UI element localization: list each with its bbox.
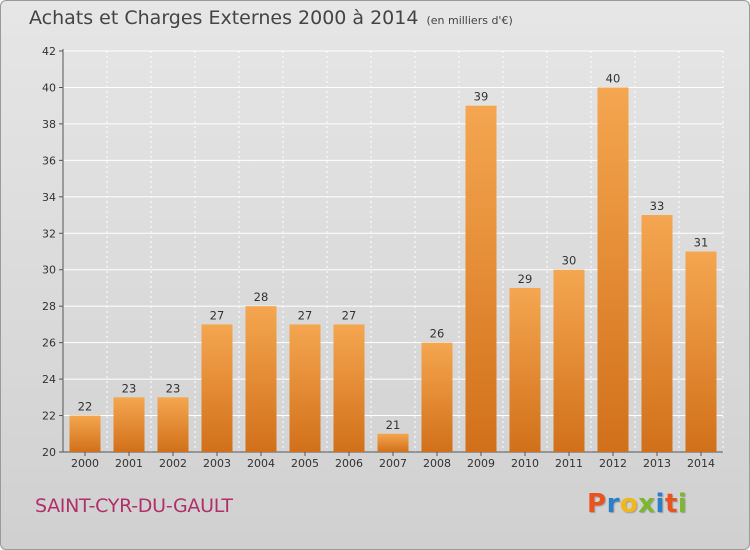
bar-2003 xyxy=(201,324,233,452)
bar-2013 xyxy=(641,215,673,452)
data-label-2006: 27 xyxy=(342,308,357,322)
x-tick-label: 2008 xyxy=(423,457,451,470)
bar-2009 xyxy=(465,105,497,452)
y-tick-label: 36 xyxy=(42,154,56,167)
bar-2007 xyxy=(377,433,409,452)
y-tick-label: 20 xyxy=(42,446,56,459)
y-tick-label: 26 xyxy=(42,337,56,350)
data-label-2013: 33 xyxy=(650,199,665,213)
bar-2004 xyxy=(245,306,277,452)
data-labels: 22 23 23 27 28 27 27 21 26 39 29 30 40 33 31 xyxy=(78,71,709,431)
y-tick-label: 40 xyxy=(42,81,56,94)
bar-2010 xyxy=(509,287,541,452)
x-tick-label: 2007 xyxy=(379,457,407,470)
data-label-2003: 27 xyxy=(210,308,225,322)
commune-name: SAINT-CYR-DU-GAULT xyxy=(35,495,233,517)
data-label-2007: 21 xyxy=(386,418,401,432)
y-tick-label: 28 xyxy=(42,300,56,313)
bar-2011 xyxy=(553,269,585,452)
chart-title: Achats et Charges Externes 2000 à 2014 (e… xyxy=(29,7,513,29)
x-tick-label: 2005 xyxy=(291,457,319,470)
data-label-2011: 30 xyxy=(562,254,577,268)
bar-2001 xyxy=(113,397,145,452)
bars xyxy=(69,87,717,453)
data-label-2001: 23 xyxy=(122,381,137,395)
x-tick-label: 2004 xyxy=(247,457,275,470)
y-tick-label: 42 xyxy=(42,45,56,58)
x-tick-label: 2009 xyxy=(467,457,495,470)
y-tick-label: 32 xyxy=(42,227,56,240)
logo-letter: x xyxy=(638,489,656,519)
y-tick-label: 34 xyxy=(42,191,56,204)
chart-subtitle: (en milliers d'€) xyxy=(426,14,513,27)
x-tick-label: 2003 xyxy=(203,457,231,470)
bar-2005 xyxy=(289,324,321,452)
chart-title-text: Achats et Charges Externes 2000 à 2014 xyxy=(29,7,419,29)
x-tick-label: 2010 xyxy=(511,457,539,470)
data-label-2012: 40 xyxy=(606,71,621,85)
data-label-2005: 27 xyxy=(298,308,313,322)
x-tick-label: 2014 xyxy=(687,457,715,470)
x-tick-label: 2002 xyxy=(159,457,187,470)
logo-letter: P xyxy=(587,489,607,519)
x-tick-label: 2013 xyxy=(643,457,671,470)
data-label-2010: 29 xyxy=(518,272,533,286)
x-tick-label: 2006 xyxy=(335,457,363,470)
y-tick-label: 22 xyxy=(42,410,56,423)
logo-letter: t xyxy=(664,489,678,519)
data-label-2000: 22 xyxy=(78,400,93,414)
data-label-2009: 39 xyxy=(474,90,489,104)
x-tick-label: 2001 xyxy=(115,457,143,470)
logo-letter: i xyxy=(655,489,665,519)
x-tick-label: 2012 xyxy=(599,457,627,470)
x-tick-label: 2011 xyxy=(555,457,583,470)
bar-2006 xyxy=(333,324,365,452)
y-tick-label: 38 xyxy=(42,118,56,131)
bar-2002 xyxy=(157,397,189,452)
bar-2012 xyxy=(597,87,629,453)
data-label-2008: 26 xyxy=(430,327,445,341)
logo-letter: i xyxy=(677,489,688,519)
proxiti-logo: Proxiti xyxy=(587,489,687,519)
data-label-2004: 28 xyxy=(254,290,269,304)
y-tick-label: 30 xyxy=(42,264,56,277)
data-label-2002: 23 xyxy=(166,381,181,395)
bar-2008 xyxy=(421,342,453,452)
y-tick-label: 24 xyxy=(42,373,56,386)
x-tick-label: 2000 xyxy=(71,457,99,470)
data-label-2014: 31 xyxy=(694,236,709,250)
bar-2000 xyxy=(69,415,101,452)
bar-2014 xyxy=(685,251,717,452)
logo-letter: o xyxy=(619,489,639,519)
logo-letter: r xyxy=(606,489,620,519)
